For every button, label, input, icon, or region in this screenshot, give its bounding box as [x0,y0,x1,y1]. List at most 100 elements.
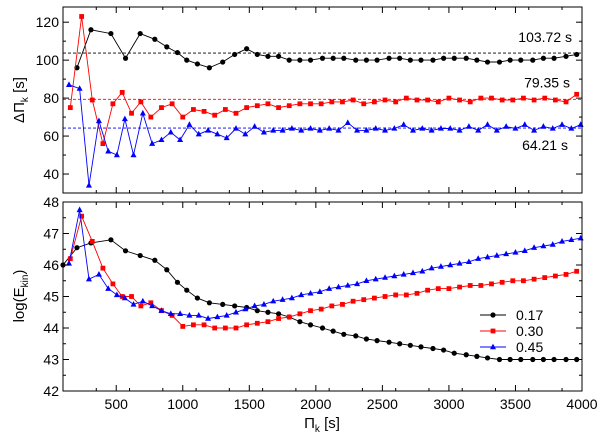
top-point-0.45-30 [344,119,351,125]
bottom-point-0.45-46 [493,252,500,258]
bottom-point-0.30-47 [563,272,569,277]
bottom-point-0.17-30 [418,344,424,350]
bottom-point-0.30-45 [542,275,548,280]
bottom-point-0.30-30 [382,294,388,299]
top-point-0.45-4 [105,147,112,154]
top-point-0.45-44 [475,126,482,133]
top-point-0.30-24 [318,101,324,107]
top-point-0.17-34 [474,57,480,63]
bottom-point-0.17-26 [374,338,380,344]
bottom-point-0.30-23 [308,308,313,314]
bottom-point-0.30-33 [414,290,420,296]
bottom-point-0.17-20 [307,322,314,328]
x-axis-label: Πk [s] [304,415,340,435]
top-point-0.30-42 [510,97,516,103]
x-axis-label-sub: k [315,424,321,435]
bottom-point-0.30-26 [340,301,345,307]
bottom-y-axis-label-sub: kin [20,275,31,288]
bottom-point-0.45-17 [223,312,230,318]
bottom-point-0.17-27 [386,339,392,345]
top-point-0.30-17 [244,105,250,110]
top-point-0.45-19 [242,130,249,137]
bottom-point-0.30-48 [574,268,580,274]
top-point-0.45-38 [419,125,426,131]
top-point-0.45-49 [521,121,528,127]
bottom-y-tick-label-44: 44 [43,320,59,336]
top-point-0.45-55 [577,121,584,127]
x-tick-label-4000: 4000 [566,396,597,412]
top-point-0.45-17 [223,134,230,141]
top-point-0.45-41 [447,125,454,131]
top-point-0.30-31 [393,99,399,105]
top-point-0.17-13 [244,46,250,52]
top-point-0.30-16 [233,110,239,116]
bottom-point-0.45-12 [177,310,184,317]
bottom-y-axis-label-main: log(E [11,287,28,322]
bottom-point-0.45-14 [195,312,202,318]
bottom-point-0.45-11 [167,310,174,317]
top-reference-lines [63,52,582,129]
legend-marker-0.17 [490,312,496,318]
bottom-y-tick-label-45: 45 [43,289,59,305]
top-point-0.30-48 [574,91,580,97]
bottom-point-0.45-2 [85,275,92,282]
bottom-y-tick-label-43: 43 [43,352,59,368]
top-point-0.45-7 [130,151,137,158]
top-point-0.30-3 [100,141,106,147]
bottom-point-0.45-23 [279,296,286,302]
top-point-0.45-52 [549,125,556,131]
top-point-0.30-44 [531,97,537,103]
bottom-point-0.45-15 [205,315,212,321]
top-point-0.17-10 [206,65,212,71]
bottom-point-0.45-49 [521,247,528,254]
bottom-point-0.17-34 [463,352,469,358]
bottom-point-0.30-41 [499,279,505,285]
top-point-0.17-38 [518,57,524,63]
top-point-0.45-2 [85,182,92,188]
top-y-axis-label: ΔΠk [s] [11,77,31,123]
x-tick-label-2000: 2000 [300,396,331,412]
top-annotations: 103.72 s 79.35 s 64.21 s [518,29,572,153]
bottom-point-0.45-47 [503,250,510,257]
bottom-point-0.45-10 [158,307,165,313]
bottom-point-0.45-52 [549,241,556,247]
top-point-0.17-20 [319,55,326,61]
bottom-point-0.45-36 [400,271,407,277]
x-tick-label-500: 500 [105,396,129,412]
top-point-0.45-14 [195,130,202,137]
bottom-point-0.45-50 [531,244,538,250]
top-point-0.17-26 [386,55,392,61]
top-point-0.45-8 [139,109,146,116]
bottom-point-0.17-38 [507,356,513,363]
bottom-point-0.30-44 [531,276,537,282]
top-point-0.30-18 [254,103,260,109]
top-point-0.30-21 [286,103,292,109]
bottom-point-0.30-13 [201,322,207,328]
reference-label-0: 103.72 s [518,29,572,45]
bottom-point-0.17-5 [137,252,143,259]
top-point-0.17-32 [451,55,457,61]
bottom-point-0.30-32 [403,292,409,298]
bottom-point-0.30-43 [521,278,526,284]
bottom-point-0.45-32 [363,277,370,283]
top-point-0.45-48 [512,125,519,131]
top-point-0.45-40 [437,125,444,131]
bottom-point-0.45-3 [95,271,102,277]
top-point-0.45-11 [167,128,174,135]
bottom-point-0.17-28 [397,341,403,347]
top-point-0.17-6 [164,44,170,50]
top-y-axis-label-unit: [s] [11,77,28,97]
bottom-point-0.45-33 [372,275,379,282]
top-point-0.45-21 [260,128,267,135]
bottom-point-0.30-42 [510,278,516,284]
bottom-point-0.45-7 [130,300,137,307]
bottom-point-0.17-35 [474,353,480,359]
top-point-0.17-29 [418,57,424,63]
bottom-point-0.45-26 [307,289,314,296]
top-point-0.17-8 [184,57,190,63]
top-point-0.17-12 [232,51,238,58]
bottom-point-0.45-22 [270,297,277,304]
top-point-0.45-32 [363,126,370,133]
top-point-0.17-5 [152,36,158,42]
